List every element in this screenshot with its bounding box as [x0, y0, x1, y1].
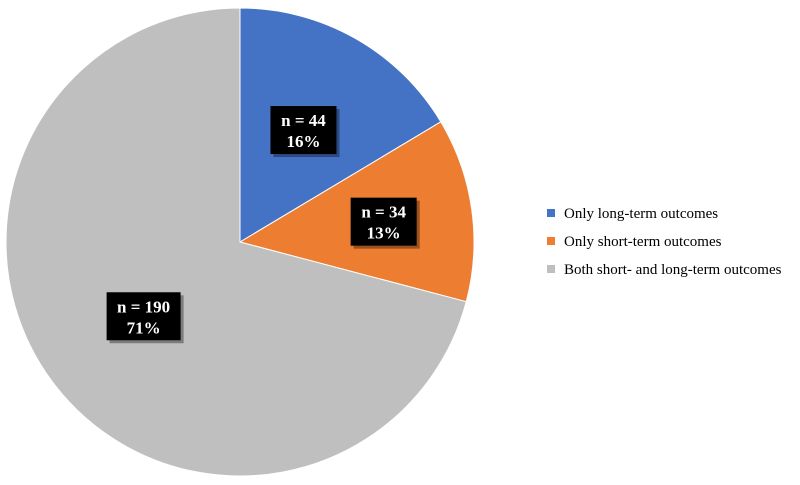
slice-percent-label: 16%: [286, 132, 320, 151]
slice-percent-label: 71%: [127, 318, 161, 337]
legend-swatch: [547, 237, 555, 245]
slice-count-label: n = 44: [281, 111, 326, 130]
slice-label-box: [106, 292, 181, 341]
slice-label-3: n = 190 71%: [106, 292, 184, 344]
legend: Only long-term outcomes Only short-term o…: [547, 206, 782, 278]
slice-percent-label: 13%: [367, 224, 401, 243]
legend-label: Only long-term outcomes: [564, 206, 718, 222]
slice-label-box: [270, 106, 337, 155]
slice-count-label: n = 190: [117, 297, 170, 316]
legend-item-1: Only long-term outcomes: [547, 206, 718, 222]
legend-swatch: [547, 265, 555, 273]
slice-label-2: n = 34 13%: [350, 197, 420, 249]
slice-labels: n = 44 16% n = 34 13% n = 190 71%: [106, 106, 420, 344]
slice-count-label: n = 34: [361, 203, 406, 222]
legend-label: Only short-term outcomes: [564, 234, 722, 250]
pie-slice-3: [5, 7, 467, 477]
legend-swatch: [547, 209, 555, 217]
slice-label-1: n = 44 16%: [270, 106, 340, 158]
legend-item-3: Both short- and long-term outcomes: [547, 262, 782, 278]
legend-label: Both short- and long-term outcomes: [564, 262, 782, 278]
slice-label-box: [350, 197, 417, 246]
legend-item-2: Only short-term outcomes: [547, 234, 722, 250]
pie-slice-1: [239, 7, 442, 243]
